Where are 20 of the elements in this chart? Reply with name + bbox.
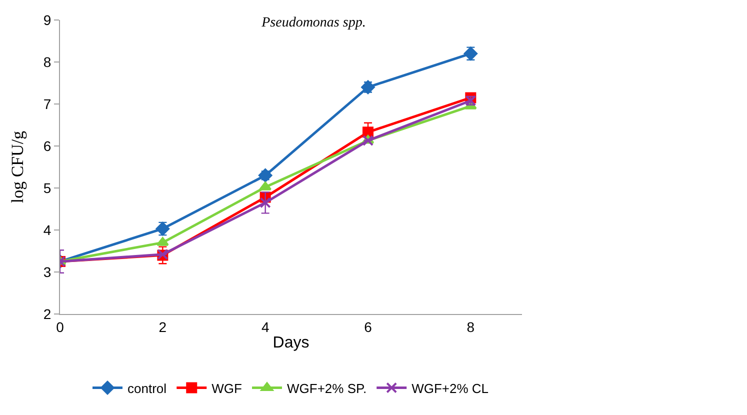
x-tick-label: 2 [158, 318, 167, 335]
legend-label: WGF+2% CL [412, 380, 489, 396]
y-tick-label: 5 [43, 180, 52, 196]
y-tick-label: 9 [43, 12, 52, 28]
y-tick-label: 7 [43, 96, 52, 112]
y-tick-label: 6 [43, 138, 52, 154]
y-tick-label: 8 [43, 54, 52, 70]
y-tick-label: 4 [43, 222, 52, 238]
legend-label: WGF+2% SP. [287, 380, 367, 396]
x-tick-label: 0 [56, 318, 64, 335]
legend-label: WGF [212, 380, 242, 396]
y-tick-label: 3 [43, 264, 52, 280]
chart-title: Pseudomonas spp. [260, 15, 366, 30]
x-tick-label: 6 [364, 318, 372, 335]
legend-label: control [128, 380, 167, 396]
x-tick-label: 8 [466, 318, 475, 335]
y-axis-title: log CFU/g [8, 130, 27, 204]
x-tick-label: 4 [261, 318, 270, 335]
x-axis-title: Days [272, 334, 310, 352]
y-tick-label: 2 [43, 306, 52, 322]
